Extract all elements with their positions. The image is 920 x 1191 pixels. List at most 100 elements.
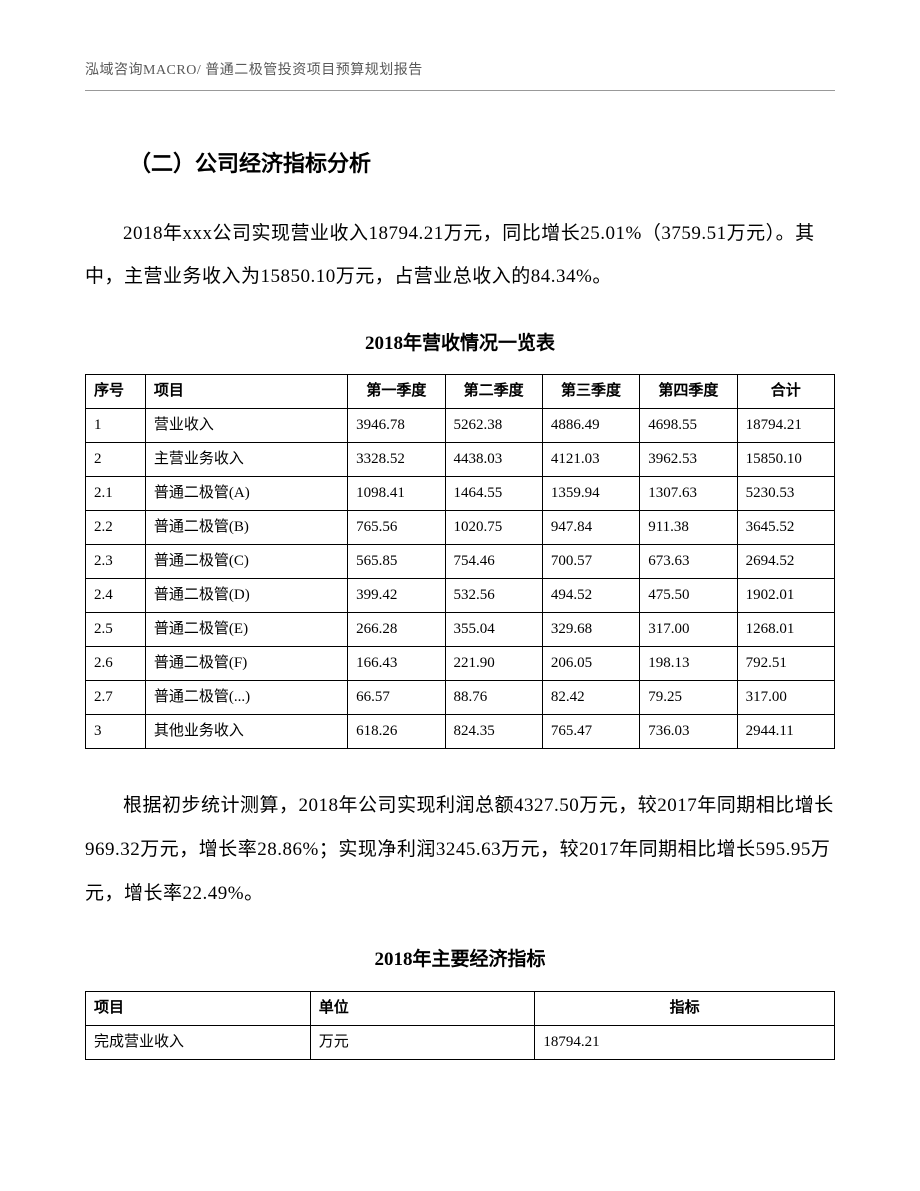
- cell: 618.26: [348, 715, 445, 749]
- cell: 317.00: [640, 613, 737, 647]
- section-title: （二）公司经济指标分析: [85, 146, 835, 181]
- col-header-unit: 单位: [310, 991, 535, 1025]
- cell: 266.28: [348, 613, 445, 647]
- cell: 15850.10: [737, 443, 834, 477]
- table-row: 2.1 普通二极管(A) 1098.41 1464.55 1359.94 130…: [86, 477, 835, 511]
- col-header-item: 项目: [86, 991, 311, 1025]
- cell: 532.56: [445, 579, 542, 613]
- cell: 3962.53: [640, 443, 737, 477]
- indicators-table: 项目 单位 指标 完成营业收入 万元 18794.21: [85, 991, 835, 1060]
- cell: 66.57: [348, 681, 445, 715]
- col-header-value: 指标: [535, 991, 835, 1025]
- table-row: 1 营业收入 3946.78 5262.38 4886.49 4698.55 1…: [86, 409, 835, 443]
- cell: 88.76: [445, 681, 542, 715]
- cell: 2944.11: [737, 715, 834, 749]
- cell: 普通二极管(...): [145, 681, 347, 715]
- cell: 947.84: [542, 511, 639, 545]
- table-row: 2.2 普通二极管(B) 765.56 1020.75 947.84 911.3…: [86, 511, 835, 545]
- header-text: 泓域咨询MACRO/ 普通二极管投资项目预算规划报告: [85, 63, 423, 78]
- cell: 4698.55: [640, 409, 737, 443]
- table-row: 2.5 普通二极管(E) 266.28 355.04 329.68 317.00…: [86, 613, 835, 647]
- cell: 主营业务收入: [145, 443, 347, 477]
- table-row: 3 其他业务收入 618.26 824.35 765.47 736.03 294…: [86, 715, 835, 749]
- cell: 普通二极管(D): [145, 579, 347, 613]
- cell: 329.68: [542, 613, 639, 647]
- cell: 1268.01: [737, 613, 834, 647]
- table-1-title: 2018年营收情况一览表: [85, 329, 835, 359]
- col-header-total: 合计: [737, 375, 834, 409]
- cell: 1464.55: [445, 477, 542, 511]
- cell: 2694.52: [737, 545, 834, 579]
- cell: 2.7: [86, 681, 146, 715]
- revenue-table: 序号 项目 第一季度 第二季度 第三季度 第四季度 合计 1 营业收入 3946…: [85, 374, 835, 749]
- cell: 1: [86, 409, 146, 443]
- cell: 355.04: [445, 613, 542, 647]
- table-row: 2.4 普通二极管(D) 399.42 532.56 494.52 475.50…: [86, 579, 835, 613]
- cell: 2.2: [86, 511, 146, 545]
- cell: 2.6: [86, 647, 146, 681]
- cell: 736.03: [640, 715, 737, 749]
- cell: 普通二极管(B): [145, 511, 347, 545]
- cell: 399.42: [348, 579, 445, 613]
- cell: 3: [86, 715, 146, 749]
- cell: 万元: [310, 1025, 535, 1059]
- page-header: 泓域咨询MACRO/ 普通二极管投资项目预算规划报告: [85, 60, 835, 91]
- cell: 2.1: [86, 477, 146, 511]
- cell: 3328.52: [348, 443, 445, 477]
- cell: 普通二极管(A): [145, 477, 347, 511]
- cell: 475.50: [640, 579, 737, 613]
- cell: 565.85: [348, 545, 445, 579]
- cell: 792.51: [737, 647, 834, 681]
- cell: 1098.41: [348, 477, 445, 511]
- cell: 754.46: [445, 545, 542, 579]
- cell: 673.63: [640, 545, 737, 579]
- cell: 911.38: [640, 511, 737, 545]
- cell: 2.4: [86, 579, 146, 613]
- cell: 1307.63: [640, 477, 737, 511]
- cell: 18794.21: [535, 1025, 835, 1059]
- cell: 普通二极管(F): [145, 647, 347, 681]
- col-header-q2: 第二季度: [445, 375, 542, 409]
- paragraph-2: 根据初步统计测算，2018年公司实现利润总额4327.50万元，较2017年同期…: [85, 784, 835, 915]
- cell: 18794.21: [737, 409, 834, 443]
- cell: 1020.75: [445, 511, 542, 545]
- paragraph-1: 2018年xxx公司实现营业收入18794.21万元，同比增长25.01%（37…: [85, 212, 835, 299]
- cell: 79.25: [640, 681, 737, 715]
- table-header-row: 项目 单位 指标: [86, 991, 835, 1025]
- cell: 2: [86, 443, 146, 477]
- cell: 4438.03: [445, 443, 542, 477]
- cell: 166.43: [348, 647, 445, 681]
- cell: 494.52: [542, 579, 639, 613]
- cell: 765.56: [348, 511, 445, 545]
- col-header-q3: 第三季度: [542, 375, 639, 409]
- cell: 2.3: [86, 545, 146, 579]
- cell: 1359.94: [542, 477, 639, 511]
- cell: 5230.53: [737, 477, 834, 511]
- cell: 824.35: [445, 715, 542, 749]
- col-header-q1: 第一季度: [348, 375, 445, 409]
- cell: 2.5: [86, 613, 146, 647]
- cell: 4121.03: [542, 443, 639, 477]
- cell: 3946.78: [348, 409, 445, 443]
- cell: 82.42: [542, 681, 639, 715]
- cell: 198.13: [640, 647, 737, 681]
- cell: 700.57: [542, 545, 639, 579]
- cell: 普通二极管(C): [145, 545, 347, 579]
- table-header-row: 序号 项目 第一季度 第二季度 第三季度 第四季度 合计: [86, 375, 835, 409]
- cell: 4886.49: [542, 409, 639, 443]
- table-2-title: 2018年主要经济指标: [85, 945, 835, 975]
- col-header-item: 项目: [145, 375, 347, 409]
- table-row: 2.3 普通二极管(C) 565.85 754.46 700.57 673.63…: [86, 545, 835, 579]
- cell: 营业收入: [145, 409, 347, 443]
- cell: 普通二极管(E): [145, 613, 347, 647]
- cell: 1902.01: [737, 579, 834, 613]
- cell: 221.90: [445, 647, 542, 681]
- cell: 206.05: [542, 647, 639, 681]
- cell: 5262.38: [445, 409, 542, 443]
- table-row: 2.6 普通二极管(F) 166.43 221.90 206.05 198.13…: [86, 647, 835, 681]
- col-header-q4: 第四季度: [640, 375, 737, 409]
- col-header-seq: 序号: [86, 375, 146, 409]
- table-row: 2.7 普通二极管(...) 66.57 88.76 82.42 79.25 3…: [86, 681, 835, 715]
- table-row: 2 主营业务收入 3328.52 4438.03 4121.03 3962.53…: [86, 443, 835, 477]
- cell: 765.47: [542, 715, 639, 749]
